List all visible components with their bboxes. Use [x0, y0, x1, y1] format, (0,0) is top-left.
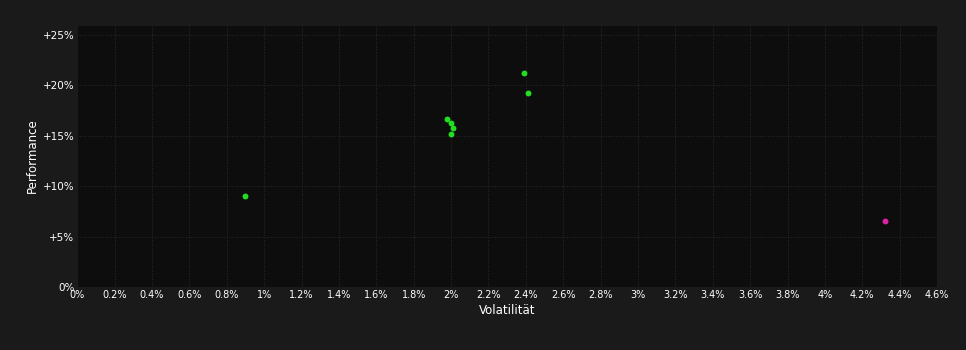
- Point: [445, 126, 461, 131]
- Point: [516, 70, 531, 76]
- Point: [440, 117, 455, 122]
- Y-axis label: Performance: Performance: [25, 118, 39, 193]
- X-axis label: Volatilität: Volatilität: [479, 304, 535, 317]
- Point: [238, 193, 253, 199]
- Point: [443, 121, 459, 126]
- Point: [520, 90, 535, 96]
- Point: [877, 218, 893, 224]
- Point: [443, 131, 459, 136]
